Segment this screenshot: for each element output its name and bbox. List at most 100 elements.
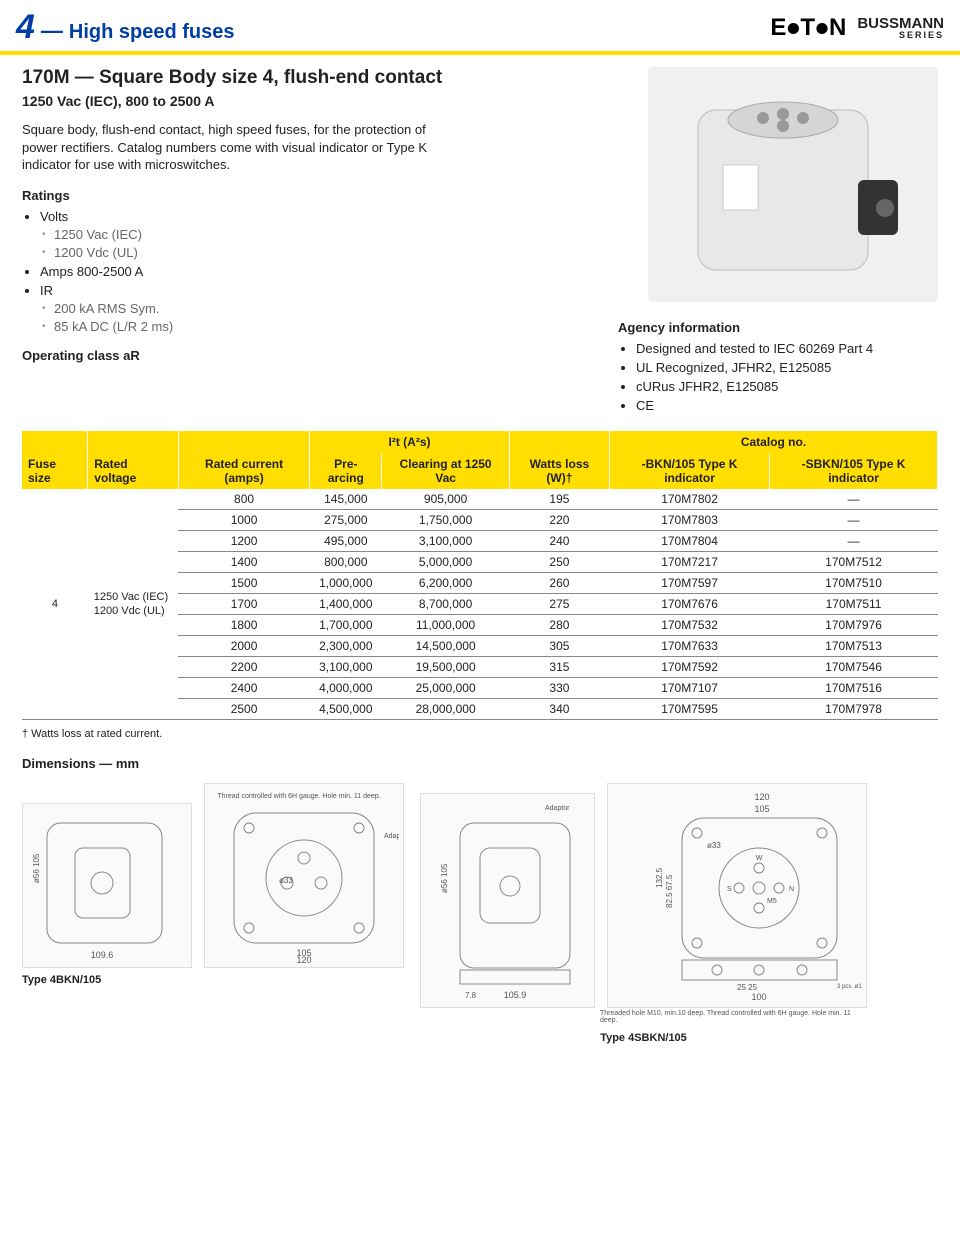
fuse-data-table: Fuse size Rated voltage Rated current (a… [22,431,938,720]
page-content: 170M — Square Body size 4, flush-end con… [0,55,960,1064]
volts-item: Volts 1250 Vac (IEC) 1200 Vdc (UL) [40,209,598,260]
cell-amps: 2200 [178,657,309,678]
cell-sbkn: — [770,510,938,531]
th-catalog: Catalog no. [610,431,938,453]
svg-text:Thread controlled with 6H gaug: Thread controlled with 6H gauge. Hole mi… [217,793,380,800]
dim-caption-a: Type 4BKN/105 [22,974,404,986]
cell-watts: 260 [509,573,609,594]
cell-watts: 330 [509,678,609,699]
cell-amps: 1800 [178,615,309,636]
cell-pre: 4,500,000 [310,699,382,720]
cell-amps: 1500 [178,573,309,594]
cell-sbkn: 170M7513 [770,636,938,657]
cell-bkn: 170M7595 [610,699,770,720]
cell-clear: 28,000,000 [382,699,509,720]
cell-amps: 1700 [178,594,309,615]
cell-amps: 2400 [178,678,309,699]
cell-pre: 495,000 [310,531,382,552]
cell-pre: 800,000 [310,552,382,573]
th-rated-voltage: Rated voltage [88,431,179,489]
ir-sub-0: 200 kA RMS Sym. [54,301,598,316]
section-title: High speed fuses [69,21,235,44]
agency-item-3: CE [636,398,938,413]
table-row: 41250 Vac (IEC)1200 Vdc (UL)800145,00090… [22,489,938,510]
cell-clear: 11,000,000 [382,615,509,636]
ir-item: IR 200 kA RMS Sym. 85 kA DC (L/R 2 ms) [40,283,598,334]
cell-bkn: 170M7633 [610,636,770,657]
dim-drawing-3: Adaptorø56 1057.8105.9 [420,793,595,1008]
cell-watts: 305 [509,636,609,657]
cell-pre: 1,000,000 [310,573,382,594]
cell-bkn: 170M7532 [610,615,770,636]
cell-amps: 1200 [178,531,309,552]
section-header: 4 — High speed fuses [16,8,235,47]
th-clearing: Clearing at 1250 Vac [382,453,509,489]
cell-clear: 1,750,000 [382,510,509,531]
cell-bkn: 170M7803 [610,510,770,531]
svg-text:105.9: 105.9 [504,990,527,1000]
cell-pre: 1,400,000 [310,594,382,615]
th-pre-arcing: Pre-arcing [310,453,382,489]
cell-pre: 145,000 [310,489,382,510]
cell-watts: 195 [509,489,609,510]
ir-sub-1: 85 kA DC (L/R 2 ms) [54,319,598,334]
cell-bkn: 170M7592 [610,657,770,678]
cell-rated-voltage: 1250 Vac (IEC)1200 Vdc (UL) [88,489,179,720]
cell-amps: 2000 [178,636,309,657]
th-watts-loss: Watts loss (W)† [509,431,609,489]
cell-sbkn: 170M7516 [770,678,938,699]
svg-text:M5: M5 [767,898,777,905]
intro-text: Square body, flush-end contact, high spe… [22,121,442,174]
svg-text:W: W [756,855,763,862]
svg-text:82.5 67.5: 82.5 67.5 [665,874,674,908]
cell-clear: 14,500,000 [382,636,509,657]
svg-text:109.6: 109.6 [91,950,114,960]
bussmann-logo: BUSSMANN SERIES [857,16,944,40]
svg-text:Adaptor: Adaptor [384,833,399,840]
cell-amps: 1400 [178,552,309,573]
agency-list: Designed and tested to IEC 60269 Part 4 … [618,341,938,413]
cell-sbkn: — [770,531,938,552]
section-dash: — [41,18,63,44]
svg-text:ø33: ø33 [707,841,721,850]
volts-label: Volts [40,209,68,224]
cell-clear: 5,000,000 [382,552,509,573]
amps-item: Amps 800-2500 A [40,264,598,279]
agency-item-1: UL Recognized, JFHR2, E125085 [636,360,938,375]
cell-bkn: 170M7804 [610,531,770,552]
cell-watts: 340 [509,699,609,720]
cell-sbkn: 170M7511 [770,594,938,615]
product-image [648,67,938,302]
cell-sbkn: 170M7512 [770,552,938,573]
svg-text:132.5: 132.5 [655,867,664,888]
cell-sbkn: 170M7976 [770,615,938,636]
dim-caption-b: Type 4SBKN/105 [420,1032,867,1044]
agency-item-2: cURus JFHR2, E125085 [636,379,938,394]
svg-text:3 pcs. ø11: 3 pcs. ø11 [837,984,862,990]
volts-sub-0: 1250 Vac (IEC) [54,227,598,242]
ratings-heading: Ratings [22,188,598,203]
ir-label: IR [40,283,53,298]
logo-block: E⦁T⦁N BUSSMANN SERIES [770,14,944,42]
top-bar: 4 — High speed fuses E⦁T⦁N BUSSMANN SERI… [0,0,960,55]
cell-clear: 25,000,000 [382,678,509,699]
th-i2t: I²t (A²s) [310,431,510,453]
cell-clear: 19,500,000 [382,657,509,678]
th-sbkn: -SBKN/105 Type K indicator [770,453,938,489]
th-rated-current: Rated current (amps) [178,431,309,489]
dimensions-row: 109.6ø56 105 Thread controlled with 6H g… [22,783,938,1044]
cell-clear: 3,100,000 [382,531,509,552]
cell-bkn: 170M7217 [610,552,770,573]
cell-pre: 3,100,000 [310,657,382,678]
cell-clear: 905,000 [382,489,509,510]
agency-heading: Agency information [618,320,938,335]
th-fuse-size: Fuse size [22,431,88,489]
cell-watts: 220 [509,510,609,531]
eaton-logo: E⦁T⦁N [770,14,847,42]
footnote: † Watts loss at rated current. [22,728,938,740]
cell-sbkn: 170M7510 [770,573,938,594]
page-title: 170M — Square Body size 4, flush-end con… [22,67,598,89]
cell-watts: 240 [509,531,609,552]
svg-text:Adaptor: Adaptor [545,805,570,812]
section-number: 4 [16,8,35,47]
